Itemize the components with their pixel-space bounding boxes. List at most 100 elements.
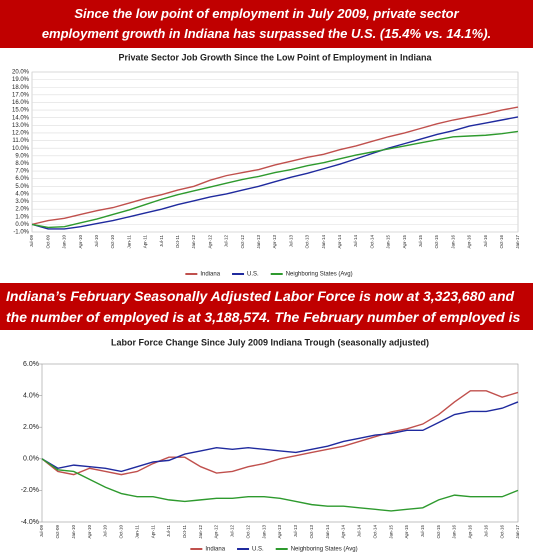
y-tick-label: 3.0% <box>15 199 29 205</box>
x-tick-label: Jul-14 <box>353 235 358 248</box>
legend-label: Indiana <box>200 272 220 278</box>
x-tick-label: Jan-12 <box>191 235 196 249</box>
x-tick-label: Jul-12 <box>224 235 229 248</box>
x-tick-label: Jul-16 <box>483 235 488 248</box>
x-tick-label: Oct-14 <box>372 525 377 539</box>
series-line <box>31 116 519 230</box>
y-tick-label: -4.0% <box>21 519 39 526</box>
x-tick-label: Oct-11 <box>182 525 187 539</box>
series-line <box>31 130 519 229</box>
x-tick-label: Jan-11 <box>134 525 139 539</box>
x-tick-label: Apr-11 <box>143 235 148 249</box>
legend: Indiana U.S. Neighboring States (Avg) <box>190 547 358 553</box>
y-tick-label: 16.0% <box>12 100 30 106</box>
x-tick-label: Jul-16 <box>483 525 488 538</box>
x-tick-label: Apr-16 <box>468 525 473 539</box>
x-tick-label: Apr-12 <box>207 235 212 249</box>
x-tick-label: Jul-10 <box>94 235 99 248</box>
series-line <box>41 390 519 476</box>
y-tick-label: 7.0% <box>15 169 29 175</box>
x-tick-label: Oct-16 <box>499 525 504 539</box>
headline-banner: Indiana’s February Seasonally Adjusted L… <box>0 283 533 346</box>
x-tick-label: Apr-15 <box>404 525 409 539</box>
x-tick-label: Apr-14 <box>337 235 342 249</box>
x-tick-label: Oct-12 <box>240 235 245 249</box>
y-tick-label: 6.0% <box>23 361 39 368</box>
x-tick-label: Apr-10 <box>78 235 83 249</box>
y-tick-label: -1.0% <box>13 230 29 236</box>
x-tick-label: Oct-12 <box>245 525 250 539</box>
x-tick-label: Oct-13 <box>309 525 314 539</box>
x-tick-label: Oct-15 <box>434 235 439 249</box>
y-tick-label: 12.0% <box>12 131 30 137</box>
y-tick-label: 13.0% <box>12 123 30 129</box>
x-tick-label: Jan-16 <box>450 235 455 249</box>
x-tick-label: Apr-13 <box>272 235 277 249</box>
chart-title: Labor Force Change Since July 2009 India… <box>111 337 429 347</box>
legend-label: U.S. <box>247 272 259 278</box>
x-tick-label: Jan-10 <box>71 525 76 539</box>
y-tick-label: 14.0% <box>12 115 30 121</box>
y-tick-label: 10.0% <box>12 146 30 152</box>
x-tick-label: Jan-13 <box>256 235 261 249</box>
x-tick-label: Apr-15 <box>402 235 407 249</box>
x-tick-label: Oct-13 <box>305 235 310 249</box>
x-tick-label: Jul-09 <box>39 525 44 538</box>
x-tick-label: Jul-13 <box>288 235 293 248</box>
x-tick-label: Jul-11 <box>166 525 171 537</box>
y-tick-label: 2.0% <box>15 207 29 213</box>
y-tick-label: 2.0% <box>23 424 39 431</box>
y-tick-label: 8.0% <box>15 161 29 167</box>
x-tick-label: Jul-14 <box>357 525 362 538</box>
legend-label: U.S. <box>252 547 264 553</box>
plot-frame <box>41 363 519 523</box>
chart-title: Private Sector Job Growth Since the Low … <box>118 52 432 62</box>
x-tick-label: Jan-14 <box>321 235 326 249</box>
x-tick-label: Apr-16 <box>467 235 472 249</box>
y-tick-label: 11.0% <box>12 138 29 144</box>
y-tick-label: 6.0% <box>15 176 29 182</box>
series-line <box>41 401 519 473</box>
y-tick-label: 0.0% <box>15 222 29 228</box>
x-tick-label: Oct-10 <box>119 525 124 539</box>
x-tick-label: Apr-10 <box>87 525 92 539</box>
x-tick-label: Jan-13 <box>261 525 266 539</box>
x-tick-label: Oct-16 <box>499 235 504 249</box>
x-tick-label: Jan-11 <box>126 235 131 249</box>
x-tick-label: Oct-15 <box>436 525 441 539</box>
y-tick-label: 4.0% <box>15 191 29 197</box>
y-tick-label: 9.0% <box>15 153 29 159</box>
x-tick-label: Jan-17 <box>515 235 520 249</box>
x-tick-label: Jul-10 <box>103 525 108 538</box>
series-line <box>41 458 519 512</box>
chart-private-sector: Private Sector Job Growth Since the Low … <box>12 52 520 278</box>
x-tick-label: Jul-09 <box>29 235 34 248</box>
x-tick-label: Oct-11 <box>175 235 180 249</box>
y-tick-label: 1.0% <box>15 214 29 220</box>
y-tick-label: 19.0% <box>12 77 30 83</box>
y-tick-label: 20.0% <box>12 70 30 76</box>
legend-label: Indiana <box>205 547 225 553</box>
x-tick-label: Apr-11 <box>150 525 155 539</box>
legend-label: Neighboring States (Avg) <box>286 272 353 278</box>
y-tick-label: 0.0% <box>23 456 39 463</box>
x-tick-label: Apr-12 <box>214 525 219 539</box>
chart-labor-force: Labor Force Change Since July 2009 India… <box>21 337 520 553</box>
x-tick-label: Oct-09 <box>45 235 50 249</box>
plot-frame <box>31 71 519 233</box>
x-tick-label: Jul-11 <box>159 235 164 247</box>
x-tick-label: Jul-15 <box>418 235 423 248</box>
y-tick-label: -2.0% <box>21 487 39 494</box>
x-tick-label: Apr-14 <box>341 525 346 539</box>
legend: Indiana U.S. Neighboring States (Avg) <box>185 272 353 278</box>
x-tick-label: Jul-12 <box>230 525 235 538</box>
y-tick-label: 5.0% <box>15 184 29 190</box>
x-tick-label: Jan-10 <box>62 235 67 249</box>
series-line <box>31 106 519 226</box>
x-tick-label: Jan-15 <box>386 235 391 249</box>
x-tick-label: Jan-16 <box>452 525 457 539</box>
y-tick-label: 15.0% <box>12 108 30 114</box>
x-tick-label: Oct-09 <box>55 525 60 539</box>
x-tick-label: Jul-13 <box>293 525 298 538</box>
